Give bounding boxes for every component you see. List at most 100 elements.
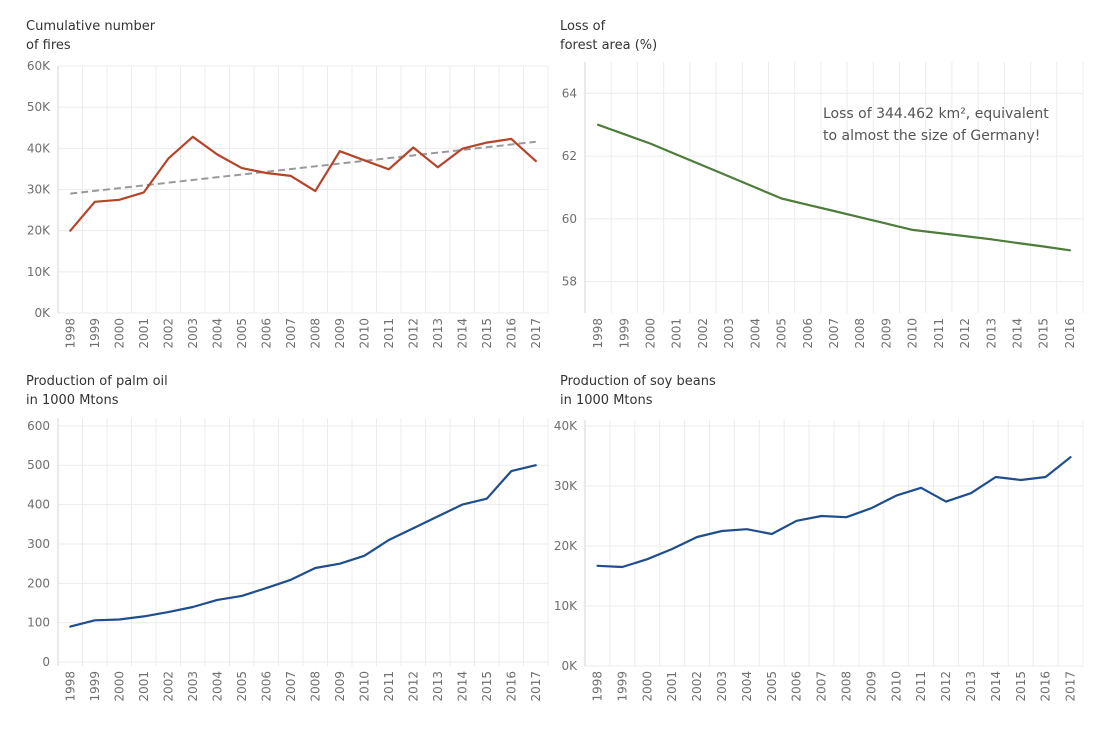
chart-palm-oil: Production of palm oil in 1000 Mtons 0 10… <box>0 372 559 744</box>
x-tick-label: 2004 <box>748 318 762 349</box>
x-tick-label: 2012 <box>406 318 420 349</box>
y-tick-label: 0 <box>42 655 50 669</box>
x-tick-label: 2004 <box>740 671 754 702</box>
x-tick-label: 2013 <box>964 671 978 702</box>
chart-title-line: Production of palm oil <box>26 374 168 389</box>
y-tick-label: 30K <box>554 479 578 493</box>
x-tick-label: 1998 <box>590 671 604 702</box>
chart-title-line: in 1000 Mtons <box>26 393 119 408</box>
y-tick-label: 20K <box>554 539 578 553</box>
x-tick-label: 2015 <box>1037 318 1051 349</box>
x-tick-label: 2006 <box>790 671 804 702</box>
chart-soy-beans: Production of soy beans in 1000 Mtons 0K… <box>554 372 1118 744</box>
chart-title-line: Production of soy beans <box>560 374 716 389</box>
x-tick-label: 2000 <box>640 671 654 702</box>
annotation-line: Loss of 344.462 km², equivalent <box>823 106 1049 122</box>
x-tick-label: 2016 <box>1063 318 1077 349</box>
y-tick-label: 62 <box>562 149 577 163</box>
x-tick-label: 2000 <box>644 318 658 349</box>
chart-title: Production of soy beans in 1000 Mtons <box>560 372 716 410</box>
x-tick-label: 2010 <box>906 318 920 349</box>
x-tick-label: 2005 <box>765 671 779 702</box>
x-tick-label: 2011 <box>382 318 396 349</box>
x-tick-label: 2007 <box>827 318 841 349</box>
x-tick-label: 2017 <box>529 671 543 702</box>
chart-plot: 0K 10K 20K 30K 40K 1998 1999 2000 2001 2002 2003 20… <box>554 419 1084 702</box>
y-tick-label: 40K <box>554 419 578 433</box>
chart-plot: 58 60 62 64 1998 1999 2000 2001 2002 2003 2004 2005… <box>562 62 1084 349</box>
x-tick-label: 2002 <box>161 318 175 349</box>
y-tick-label: 30K <box>27 183 51 197</box>
series-line <box>596 456 1072 569</box>
x-tick-label: 2010 <box>357 671 371 702</box>
y-tick-label: 40K <box>27 141 51 155</box>
x-tick-label: 1999 <box>617 318 631 349</box>
x-tick-label: 2016 <box>1039 671 1053 702</box>
chart-title-line: in 1000 Mtons <box>560 393 653 408</box>
series-line <box>596 123 1071 252</box>
y-tick-label: 0K <box>561 659 578 673</box>
x-tick-label: 2004 <box>210 671 224 702</box>
x-tick-label: 2016 <box>504 671 518 702</box>
x-tick-label: 2014 <box>455 318 469 349</box>
x-tick-label: 2005 <box>235 318 249 349</box>
x-tick-label: 2003 <box>186 671 200 702</box>
x-tick-label: 2011 <box>382 671 396 702</box>
x-tick-label: 2008 <box>839 671 853 702</box>
y-tick-label: 58 <box>562 275 577 289</box>
x-tick-label: 2009 <box>333 318 347 349</box>
x-tick-label: 1998 <box>63 671 77 702</box>
x-tick-label: 2008 <box>308 671 322 702</box>
x-tick-label: 2010 <box>357 318 371 349</box>
x-tick-label: 2001 <box>137 671 151 702</box>
y-tick-label: 400 <box>27 498 50 512</box>
chart-fires: Cumulative number of fires 0K 10K 20K 30K 40… <box>0 0 559 372</box>
y-tick-label: 60K <box>27 59 51 73</box>
y-tick-label: 100 <box>27 616 50 630</box>
chart-title: Cumulative number of fires <box>26 17 155 55</box>
chart-title: Production of palm oil in 1000 Mtons <box>26 372 168 410</box>
chart-title: Loss of forest area (%) <box>560 17 657 55</box>
chart-forest-loss: Loss of forest area (%) 58 60 62 64 1998 1999… <box>559 0 1118 372</box>
y-tick-label: 20K <box>27 224 51 238</box>
x-tick-label: 2013 <box>984 318 998 349</box>
x-tick-label: 2011 <box>932 318 946 349</box>
x-tick-label: 2012 <box>939 671 953 702</box>
series-line <box>69 464 537 628</box>
y-tick-label: 600 <box>27 419 50 433</box>
x-tick-label: 2015 <box>480 318 494 349</box>
y-tick-label: 60 <box>562 212 577 226</box>
x-tick-label: 2011 <box>914 671 928 702</box>
x-tick-label: 2003 <box>722 318 736 349</box>
x-tick-label: 1999 <box>615 671 629 702</box>
series-line <box>69 135 537 232</box>
x-tick-label: 2007 <box>284 671 298 702</box>
x-tick-label: 2007 <box>815 671 829 702</box>
annotation-line: to almost the size of Germany! <box>823 128 1041 144</box>
x-tick-label: 1999 <box>88 318 102 349</box>
y-tick-label: 500 <box>27 458 50 472</box>
x-tick-label: 1998 <box>591 318 605 349</box>
x-tick-label: 2012 <box>406 671 420 702</box>
x-tick-label: 2008 <box>853 318 867 349</box>
chart-plot: 0K 10K 20K 30K 40K 50K 60K 1998 1999 2000 2001 2002… <box>27 59 549 349</box>
x-tick-label: 2013 <box>431 318 445 349</box>
x-tick-label: 2005 <box>775 318 789 349</box>
chart-title-line: forest area (%) <box>560 38 658 53</box>
y-tick-label: 64 <box>562 86 577 100</box>
x-tick-label: 2001 <box>137 318 151 349</box>
x-tick-label: 2000 <box>112 318 126 349</box>
x-tick-label: 2015 <box>1014 671 1028 702</box>
x-tick-label: 2006 <box>801 318 815 349</box>
x-tick-label: 2014 <box>989 671 1003 702</box>
chart-plot: 0 100 200 300 400 500 600 1998 1999 2000 2001 2002 2… <box>27 418 549 702</box>
x-tick-label: 2001 <box>665 671 679 702</box>
y-tick-label: 0K <box>34 306 51 320</box>
x-tick-label: 2006 <box>259 671 273 702</box>
x-tick-label: 2010 <box>889 671 903 702</box>
x-tick-label: 2013 <box>431 671 445 702</box>
x-tick-label: 2005 <box>235 671 249 702</box>
x-tick-label: 1998 <box>63 318 77 349</box>
x-tick-label: 2008 <box>308 318 322 349</box>
x-tick-label: 2002 <box>690 671 704 702</box>
